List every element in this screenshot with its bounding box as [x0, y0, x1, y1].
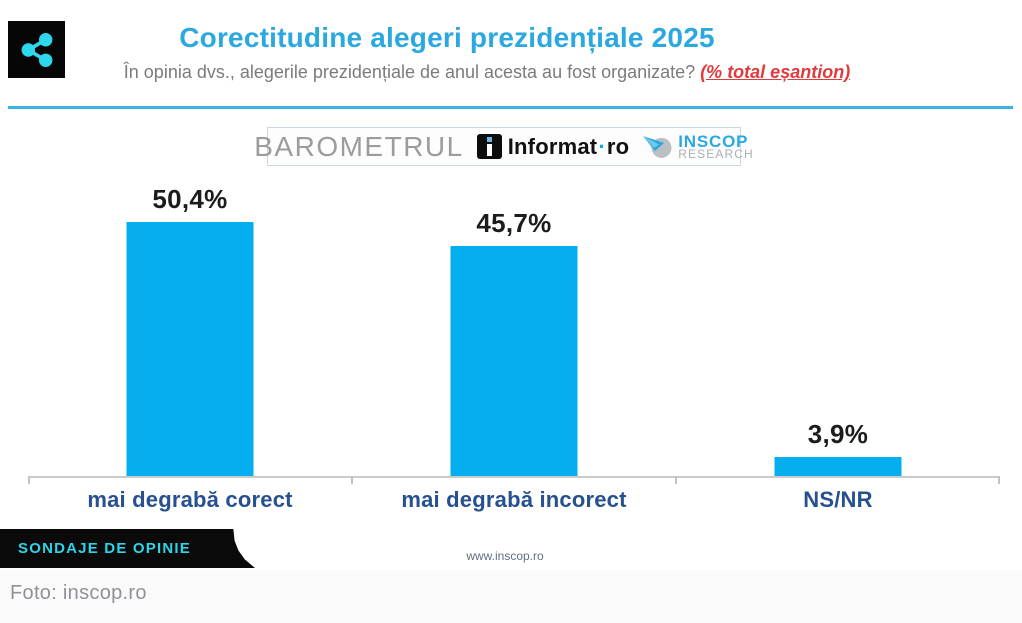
inscop-compass-icon [643, 135, 672, 158]
inscop-logo: INSCOP RESEARCH [642, 132, 753, 162]
category-label: NS/NR [803, 487, 873, 512]
axis-tick [675, 476, 677, 484]
branding-bar: BAROMETRUL Informat·ro INSCOP RESEARCH [254, 127, 753, 166]
source-website: www.inscop.ro [466, 549, 544, 563]
category-label: mai degrabă corect [87, 487, 293, 512]
bar-value-label: 45,7% [476, 208, 552, 238]
survey-question-text: În opinia dvs., alegerile prezidențiale … [123, 62, 696, 82]
bar-value-label: 3,9% [807, 419, 869, 449]
informat-wordmark: Informat·ro [507, 133, 630, 159]
inscop-research-label: RESEARCH [678, 147, 754, 161]
page-background-strip [0, 570, 1022, 623]
bar-column: 3,9% [676, 160, 1000, 477]
section-badge: SONDAJE DE OPINIE [0, 529, 255, 568]
x-axis-line [28, 476, 1000, 478]
bar [126, 222, 254, 477]
barometrul-wordmark: BAROMETRUL [254, 130, 464, 162]
informat-dot: · [598, 133, 606, 159]
informat-logo-icon [476, 134, 502, 159]
bar-column: 50,4% [28, 160, 352, 477]
survey-question: În opinia dvs., alegerile prezidențiale … [0, 62, 974, 83]
page-title: Corectitudine alegeri prezidențiale 2025 [179, 22, 715, 53]
bar [450, 246, 578, 477]
bar-value-label: 50,4% [152, 184, 228, 214]
axis-tick [351, 476, 353, 484]
axis-tick [998, 476, 1000, 484]
bar [774, 457, 902, 477]
bar-column: 45,7% [352, 160, 676, 477]
axis-tick [28, 476, 30, 484]
category-label: mai degrabă incorect [401, 487, 627, 512]
photo-credit: Foto: inscop.ro [10, 582, 147, 604]
share-icon [21, 32, 52, 67]
sample-note: (% total eșantion) [700, 62, 851, 82]
header-divider [8, 106, 1013, 109]
inscop-wordmark: INSCOP RESEARCH [678, 132, 754, 161]
share-button[interactable] [8, 21, 65, 78]
section-badge-label: SONDAJE DE OPINIE [18, 540, 191, 557]
informat-logo: Informat·ro [476, 133, 630, 160]
